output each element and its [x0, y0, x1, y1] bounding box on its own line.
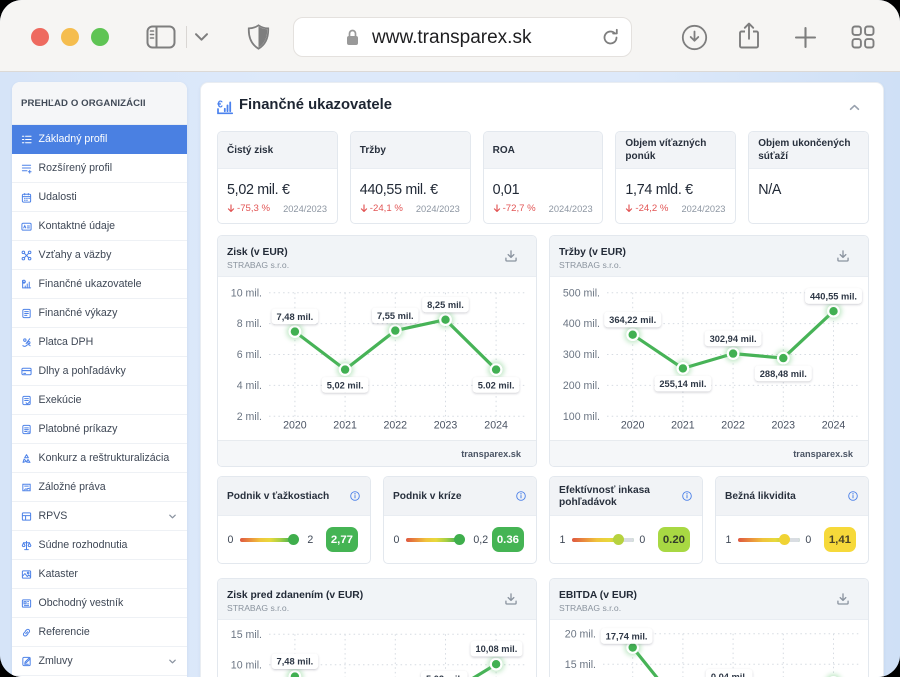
svg-text:15 mil.: 15 mil. — [565, 659, 596, 671]
svg-text:2020: 2020 — [283, 420, 307, 432]
svg-text:440,55 mil.: 440,55 mil. — [810, 291, 857, 301]
svg-text:2021: 2021 — [671, 420, 695, 432]
svg-text:288,48 mil.: 288,48 mil. — [760, 369, 807, 379]
svg-text:10,08 mil.: 10,08 mil. — [475, 644, 517, 654]
svg-text:7,48 mil.: 7,48 mil. — [277, 657, 314, 667]
svg-text:364,22 mil.: 364,22 mil. — [609, 315, 656, 325]
svg-text:2023: 2023 — [434, 420, 458, 432]
svg-text:4 mil.: 4 mil. — [237, 380, 262, 392]
svg-text:2 mil.: 2 mil. — [237, 411, 262, 423]
svg-text:15 mil.: 15 mil. — [231, 629, 262, 641]
svg-text:20 mil.: 20 mil. — [565, 628, 596, 640]
svg-text:302,94 mil.: 302,94 mil. — [710, 334, 757, 344]
svg-text:5.02 mil.: 5.02 mil. — [478, 380, 515, 390]
svg-text:255,14 mil.: 255,14 mil. — [659, 379, 706, 389]
svg-text:2024: 2024 — [822, 420, 846, 432]
svg-text:2021: 2021 — [333, 420, 357, 432]
svg-text:300 mil.: 300 mil. — [563, 349, 600, 361]
svg-text:2022: 2022 — [721, 420, 745, 432]
svg-text:10 mil.: 10 mil. — [231, 287, 262, 299]
svg-text:8 mil.: 8 mil. — [237, 318, 262, 330]
svg-text:500 mil.: 500 mil. — [563, 287, 600, 299]
svg-text:2024: 2024 — [484, 420, 508, 432]
svg-text:10 mil.: 10 mil. — [231, 659, 262, 671]
svg-text:2023: 2023 — [772, 420, 796, 432]
svg-text:2022: 2022 — [384, 420, 408, 432]
svg-text:100 mil.: 100 mil. — [563, 411, 600, 423]
svg-text:8,25 mil.: 8,25 mil. — [427, 300, 464, 310]
svg-text:17,74 mil.: 17,74 mil. — [606, 632, 648, 642]
svg-text:5,02 mil.: 5,02 mil. — [327, 380, 364, 390]
svg-text:5,02 mil.: 5,02 mil. — [426, 674, 463, 677]
svg-text:6 mil.: 6 mil. — [237, 349, 262, 361]
svg-text:0,04 mil.: 0,04 mil. — [711, 672, 748, 677]
svg-text:200 mil.: 200 mil. — [563, 380, 600, 392]
svg-text:400 mil.: 400 mil. — [563, 318, 600, 330]
svg-text:7,48 mil.: 7,48 mil. — [277, 312, 314, 322]
svg-text:2020: 2020 — [621, 420, 645, 432]
svg-text:7,55 mil.: 7,55 mil. — [377, 311, 414, 321]
svg-text:€: € — [217, 100, 223, 111]
